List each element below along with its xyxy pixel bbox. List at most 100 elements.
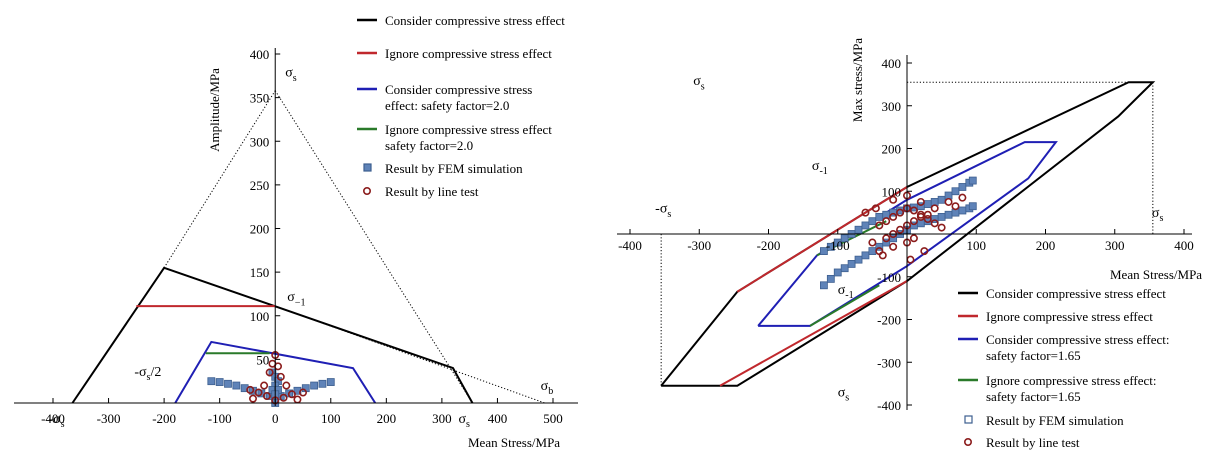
x-tick-label: 200 bbox=[377, 411, 397, 426]
fem-point bbox=[937, 212, 946, 221]
line-test-point bbox=[923, 210, 932, 219]
chart-2-y-ticks: 400 300 200 100 -100 -200 -300 -400 bbox=[877, 56, 912, 413]
annotation-label: σb bbox=[541, 379, 554, 397]
chart-2-dotted-lines bbox=[660, 81, 1154, 387]
line-test-point bbox=[923, 215, 932, 224]
line-test-point bbox=[889, 242, 898, 251]
x-tick-label: 200 bbox=[1036, 238, 1056, 253]
line-test-point bbox=[944, 197, 953, 206]
series-line bbox=[736, 186, 908, 293]
legend-label: Ignore compressive stress effect bbox=[385, 122, 552, 137]
y-tick-label: 200 bbox=[882, 142, 902, 157]
legend-label: Consider compressive stress effect bbox=[385, 13, 565, 28]
legend-label: Ignore compressive stress effect: bbox=[986, 373, 1157, 388]
x-tick-label: 100 bbox=[967, 238, 987, 253]
y-tick-label: 300 bbox=[882, 99, 902, 114]
y-tick-label: -300 bbox=[877, 355, 901, 370]
chart-1-series-lines bbox=[71, 266, 474, 404]
line-test-point bbox=[958, 193, 967, 202]
line-test-point bbox=[930, 219, 939, 228]
chart-1-scatter-points bbox=[207, 351, 335, 407]
chart-2-y-axis-label: Max stress/MPa bbox=[850, 38, 865, 122]
fem-point bbox=[861, 221, 870, 230]
line-test-point bbox=[882, 234, 891, 243]
fem-point bbox=[875, 242, 884, 251]
annotation-label: σs bbox=[458, 412, 470, 430]
y-tick-label: 300 bbox=[250, 134, 270, 149]
dotted-line bbox=[274, 90, 473, 404]
fem-point bbox=[923, 200, 932, 208]
fem-point bbox=[937, 195, 946, 204]
annotation-label: σs bbox=[693, 74, 705, 92]
x-tick-label: 500 bbox=[543, 411, 563, 426]
x-tick-label: -200 bbox=[152, 411, 176, 426]
chart-2-annotations: σs σ-1 -σs σs σ-1 σs bbox=[655, 74, 1163, 403]
fem-point bbox=[826, 274, 835, 283]
annotation-label: -σs bbox=[48, 412, 64, 430]
chart-2-x-axis-label: Mean Stress/MPa bbox=[1110, 267, 1202, 282]
line-test-point bbox=[937, 223, 946, 232]
x-tick-label: -200 bbox=[757, 238, 781, 253]
fem-point bbox=[232, 381, 241, 390]
chart-1-x-axis-label: Mean Stress/MPa bbox=[468, 435, 560, 450]
fem-point bbox=[868, 247, 877, 256]
chart-1: -400 -300 -200 -100 0 100 200 300 400 500 50 100 15… bbox=[14, 13, 578, 450]
line-test-point bbox=[260, 381, 269, 390]
line-test-point bbox=[909, 234, 918, 243]
annotation-label: -σs bbox=[655, 202, 671, 220]
x-tick-label: -400 bbox=[41, 411, 65, 426]
annotation-label: σs bbox=[1152, 206, 1164, 224]
line-test-point bbox=[878, 251, 887, 260]
fem-point bbox=[854, 225, 863, 234]
x-tick-label: -100 bbox=[826, 238, 850, 253]
series-line bbox=[71, 266, 474, 404]
fem-point bbox=[861, 251, 870, 260]
x-tick-label: -100 bbox=[208, 411, 232, 426]
series-line bbox=[174, 340, 377, 404]
x-tick-label: -300 bbox=[687, 238, 711, 253]
x-tick-label: -300 bbox=[97, 411, 121, 426]
line-test-point bbox=[273, 362, 282, 371]
line-test-point bbox=[951, 202, 960, 211]
annotation-label: σ−1 bbox=[287, 290, 305, 308]
fem-point bbox=[882, 238, 891, 247]
legend-swatch bbox=[963, 437, 972, 446]
line-test-point bbox=[298, 388, 307, 397]
fem-point bbox=[951, 187, 960, 196]
legend-label: safety factor=1.65 bbox=[986, 389, 1081, 404]
fem-point bbox=[224, 379, 232, 388]
line-test-point bbox=[293, 395, 302, 404]
legend-label: Consider compressive stress effect: bbox=[986, 332, 1170, 347]
line-test-point bbox=[916, 197, 925, 206]
legend-swatch bbox=[362, 187, 371, 196]
chart-1-y-axis-label: Amplitude/MPa bbox=[207, 68, 222, 152]
fem-point bbox=[875, 212, 884, 221]
legend-label: safety factor=1.65 bbox=[986, 348, 1081, 363]
fem-point bbox=[318, 379, 327, 388]
x-tick-label: 300 bbox=[1105, 238, 1125, 253]
fem-point bbox=[826, 242, 835, 251]
line-test-point bbox=[282, 381, 291, 390]
line-test-point bbox=[875, 221, 884, 230]
annotation-label: σs bbox=[838, 385, 850, 403]
line-test-point bbox=[254, 388, 263, 397]
annotation-label: σs bbox=[285, 66, 297, 84]
line-test-point bbox=[916, 212, 925, 221]
line-test-point bbox=[276, 372, 285, 381]
legend-label: Result by line test bbox=[385, 184, 479, 199]
line-test-point bbox=[909, 217, 918, 226]
fem-point bbox=[847, 260, 856, 268]
fem-point bbox=[207, 377, 216, 386]
chart-1-legend: Consider compressive stress effect Ignore… bbox=[357, 13, 565, 199]
y-tick-label: 200 bbox=[250, 222, 270, 237]
line-test-point bbox=[889, 195, 898, 204]
fem-point bbox=[310, 381, 319, 390]
y-tick-label: 350 bbox=[250, 91, 270, 106]
series-line bbox=[719, 280, 908, 387]
legend-label: Result by line test bbox=[986, 435, 1080, 450]
y-tick-label: 400 bbox=[250, 47, 270, 62]
legend-swatch bbox=[363, 163, 372, 172]
line-test-point bbox=[279, 393, 288, 402]
y-tick-label: 50 bbox=[256, 352, 269, 367]
